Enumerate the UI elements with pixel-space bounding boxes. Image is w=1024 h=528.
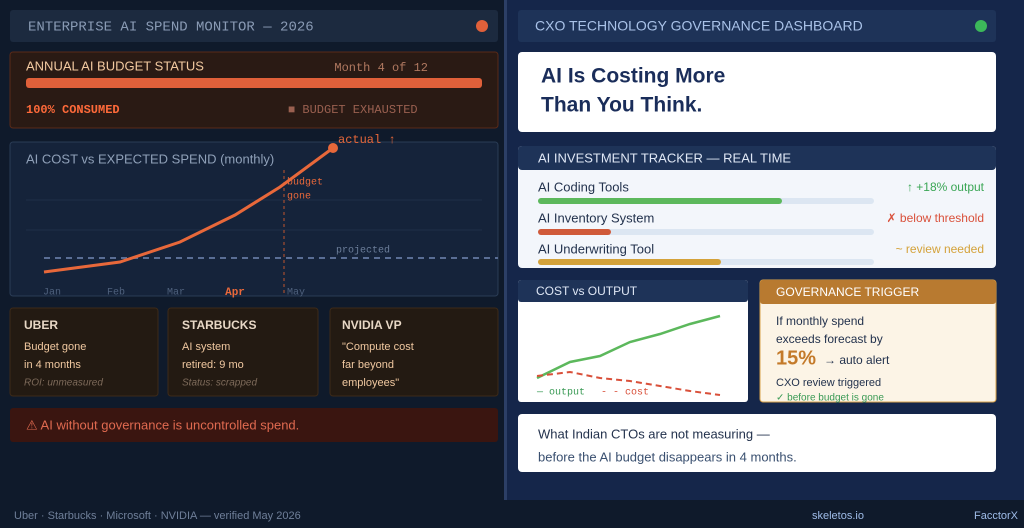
footer-sources: Uber · Starbucks · Microsoft · NVIDIA — …: [14, 510, 301, 522]
budget-title: ANNUAL AI BUDGET STATUS: [26, 58, 204, 73]
footer-brand: FacctorX: [974, 510, 1019, 522]
headline: Than You Think.: [541, 94, 702, 117]
divider: [504, 0, 507, 500]
marker-label: budget: [287, 177, 323, 189]
month-label: Jan: [43, 288, 61, 299]
headline-box: [518, 52, 996, 132]
actual-label: actual ↑: [338, 133, 396, 147]
governance-line: If monthly spend: [776, 314, 864, 328]
progress-fill: [538, 198, 782, 204]
tracker-status: ~ review needed: [896, 242, 984, 256]
cost-line: [536, 370, 721, 396]
card-title: NVIDIA VP: [342, 318, 402, 332]
card-line: Budget gone: [24, 341, 86, 353]
header-title: ENTERPRISE AI SPEND MONITOR — 2026: [28, 20, 314, 36]
cost-output-title: COST vs OUTPUT: [536, 284, 638, 298]
month-label: Feb: [107, 287, 125, 299]
tracker-status: ✗ below threshold: [887, 211, 984, 225]
card-line: far beyond: [342, 359, 394, 371]
legend-entry: — output: [536, 388, 585, 399]
tracker-item: AI Underwriting Tool: [538, 241, 654, 256]
warning-text: ⚠ AI without governance is uncontrolled …: [26, 417, 299, 432]
projected-label: projected: [336, 245, 390, 257]
tracker-status: ↑ +18% output: [907, 180, 985, 194]
governance-timing: ✓ before budget is gone: [776, 393, 884, 404]
footer-site: skeletos.io: [812, 510, 864, 522]
card-title: STARBUCKS: [182, 318, 256, 332]
header-bar: [518, 10, 996, 42]
marker-label: gone: [287, 192, 311, 203]
case-card: [329, 307, 499, 397]
card-line: "Compute cost: [342, 341, 414, 353]
governance-header: [760, 280, 996, 304]
actual-line: [43, 146, 334, 274]
progress-fill: [538, 229, 611, 235]
tracker-header: [518, 146, 996, 170]
month-label: May: [287, 288, 305, 299]
callout-box: [518, 414, 996, 472]
header-title: CXO TECHNOLOGY GOVERNANCE DASHBOARD: [535, 18, 863, 34]
month-label: Mar: [167, 288, 185, 299]
budget-status: ■ BUDGET EXHAUSTED: [288, 103, 418, 117]
tracker-item: AI Inventory System: [538, 210, 654, 225]
governance-title: GOVERNANCE TRIGGER: [776, 285, 919, 299]
card-note: Status: scrapped: [182, 378, 257, 389]
callout-line: before the AI budget disappears in 4 mon…: [538, 449, 797, 464]
budget-consumed: 100% CONSUMED: [26, 103, 120, 117]
governance-line: exceeds forecast by: [776, 332, 883, 346]
case-card: [167, 307, 319, 397]
governance-action: → auto alert: [824, 353, 890, 367]
budget-box: [9, 51, 499, 129]
cost-chart-title: AI COST vs EXPECTED SPEND (monthly): [26, 151, 274, 166]
card-note: ROI: unmeasured: [24, 378, 103, 389]
card-line: employees": [342, 377, 399, 389]
cost-output-header: [518, 280, 748, 302]
callout-line: What Indian CTOs are not measuring —: [538, 426, 770, 441]
status-dot: [476, 20, 488, 32]
warning-box: [10, 408, 498, 442]
governance-review: CXO review triggered: [776, 377, 881, 389]
status-dot: [975, 20, 987, 32]
month-label: Apr: [225, 287, 245, 299]
tracker-title: AI INVESTMENT TRACKER — REAL TIME: [538, 150, 791, 165]
header-bar: [10, 10, 498, 42]
tracker-item: AI Coding Tools: [538, 179, 629, 194]
output-line: [536, 314, 721, 380]
tracker-box: [518, 146, 996, 268]
budget-bar: [26, 78, 482, 88]
legend-entry: - - cost: [601, 388, 649, 399]
card-title: UBER: [24, 318, 58, 332]
case-card: [9, 307, 159, 397]
card-line: retired: 9 mo: [182, 359, 244, 371]
progress-track: [538, 229, 874, 235]
actual-point: [328, 143, 338, 153]
budget-month: Month 4 of 12: [334, 61, 428, 75]
card-line: in 4 months: [24, 359, 81, 371]
governance-figure: 15%: [776, 347, 816, 369]
headline: AI Is Costing More: [541, 65, 725, 88]
progress-fill: [538, 259, 721, 265]
card-line: AI system: [182, 341, 230, 353]
